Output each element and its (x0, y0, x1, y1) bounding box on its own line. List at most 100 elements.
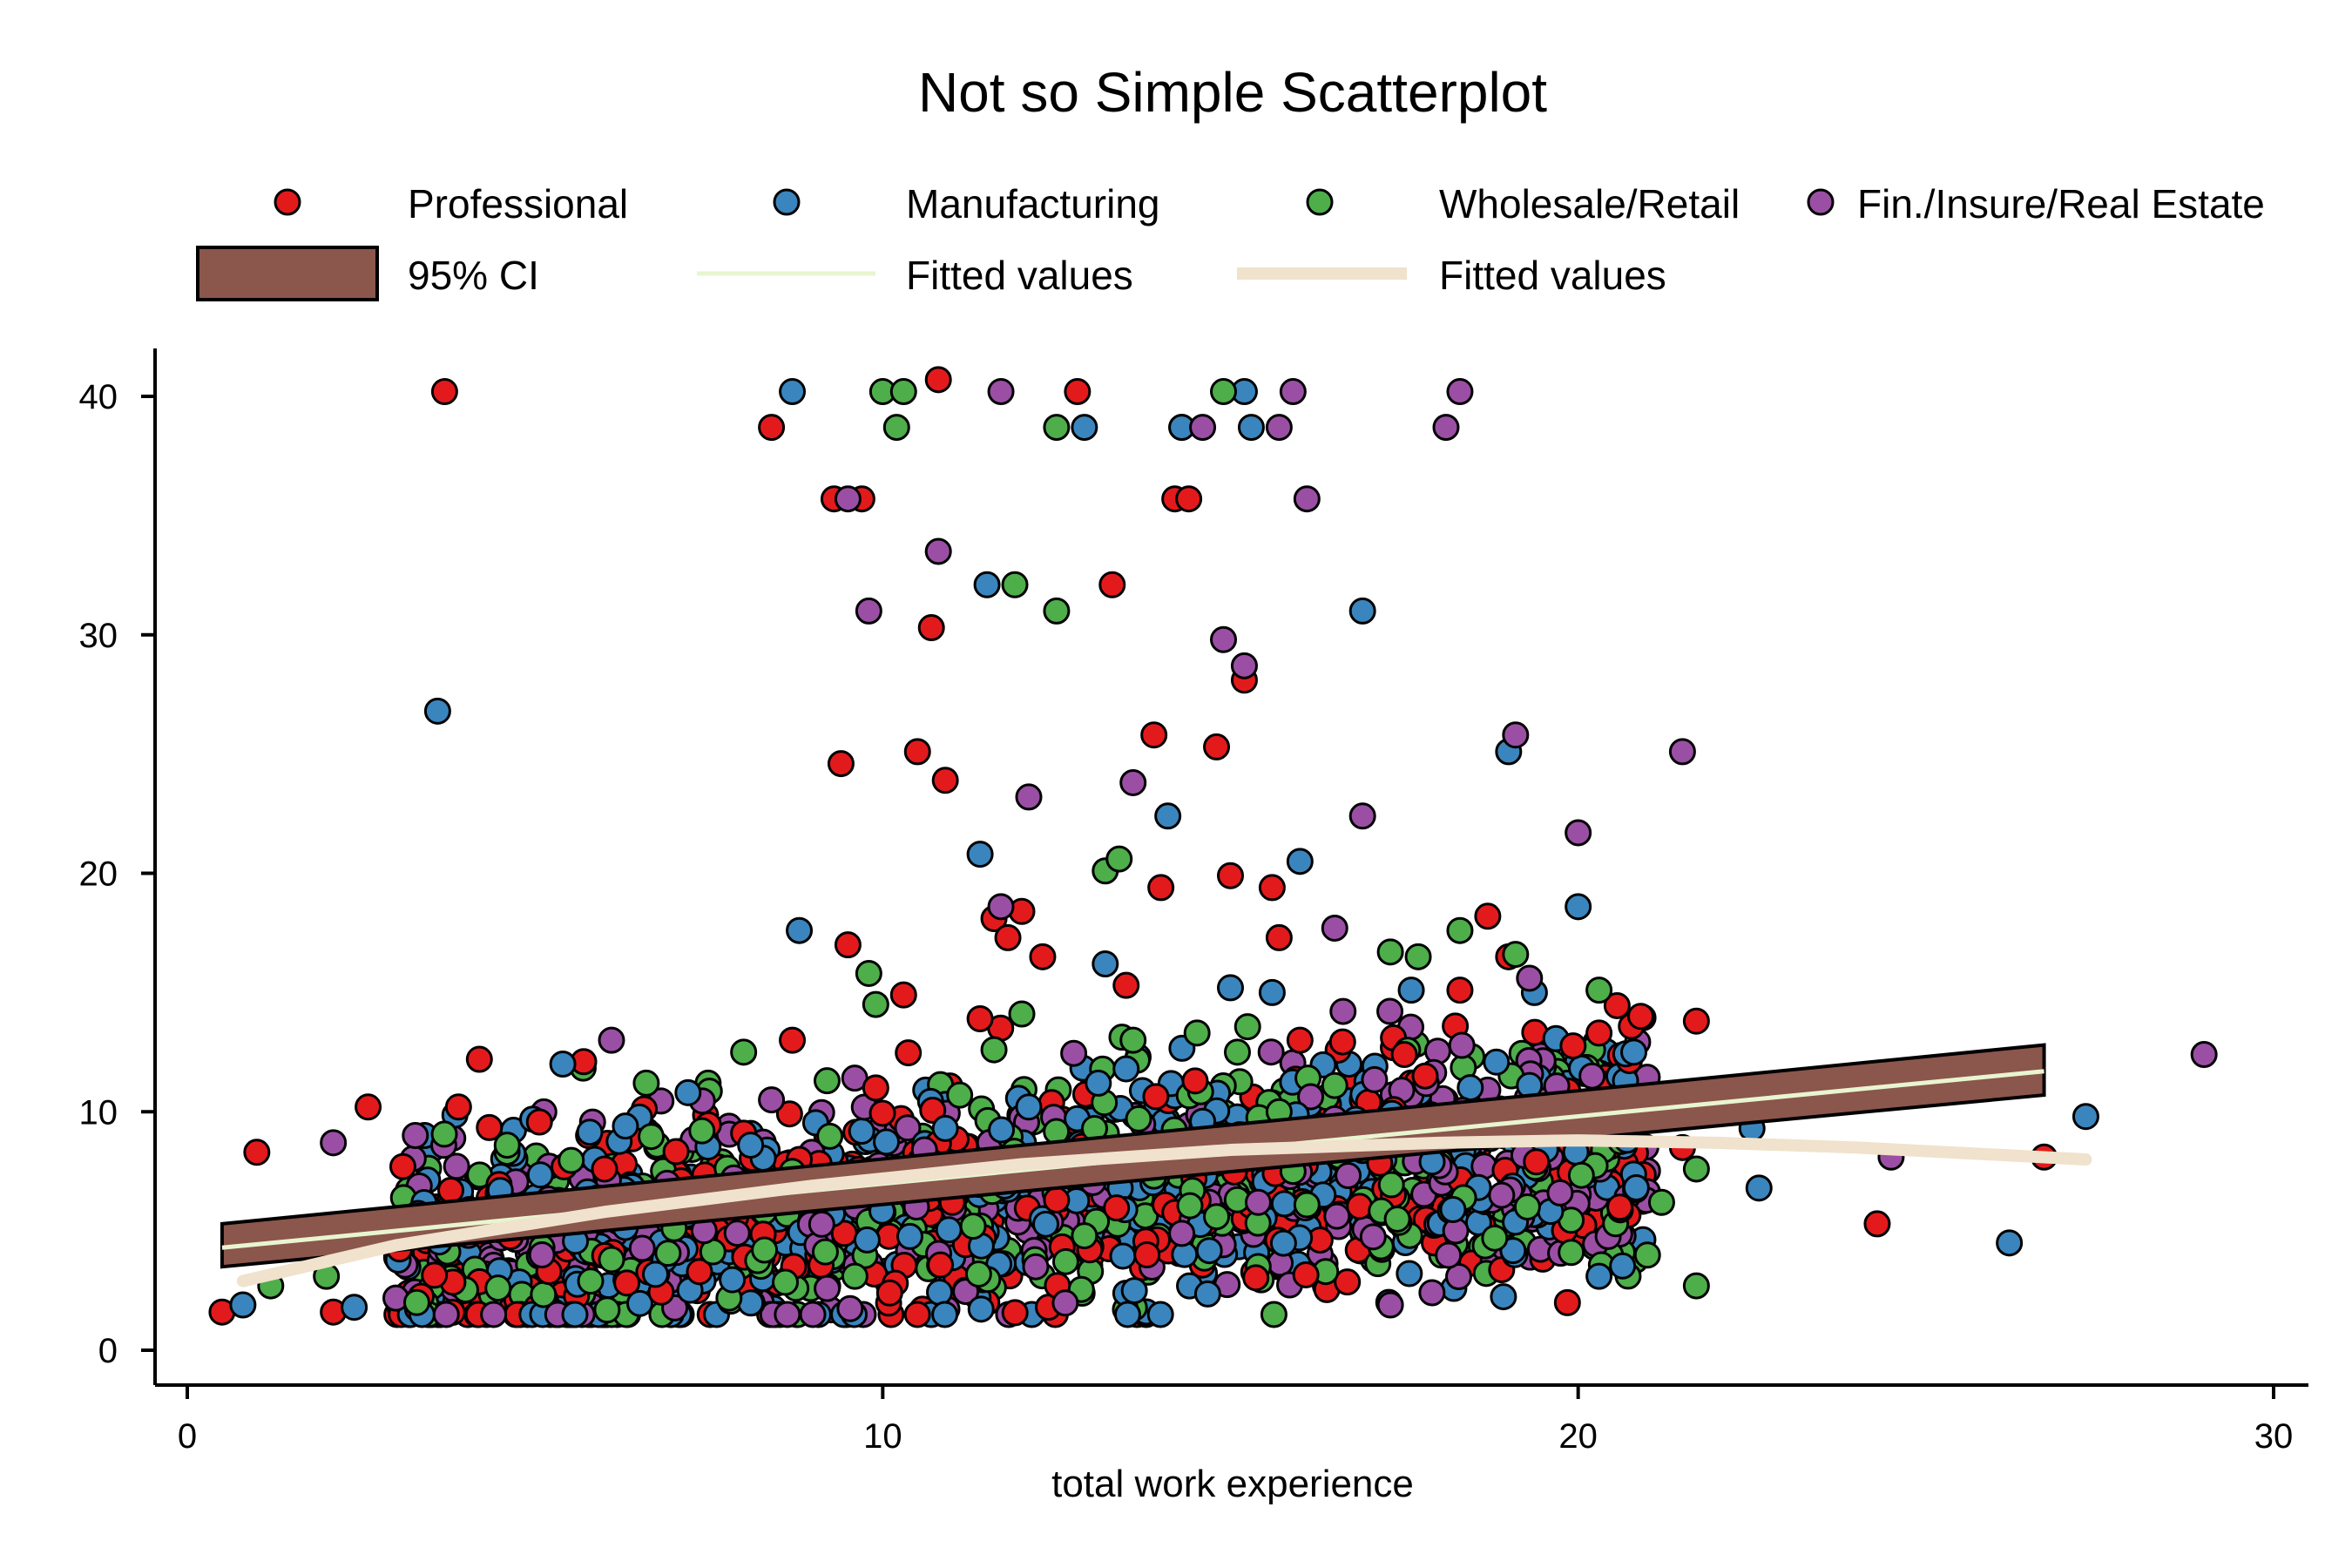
data-point (1567, 1161, 1595, 1189)
data-point (1043, 597, 1071, 625)
data-point (868, 1099, 896, 1127)
data-point (1203, 1203, 1231, 1231)
data-point (987, 378, 1015, 406)
data-point (1286, 1026, 1314, 1054)
data-point (1418, 1279, 1446, 1307)
data-point (1265, 414, 1293, 442)
data-point (841, 1262, 868, 1290)
data-point (1483, 1048, 1511, 1076)
quadratic-fit-line (236, 1134, 2092, 1288)
legend-label: Wholesale/Retail (1439, 181, 1740, 226)
data-point (813, 1067, 841, 1095)
data-point (1321, 1071, 1348, 1099)
data-point (1329, 997, 1357, 1025)
y-tick-label: 10 (79, 1093, 118, 1132)
data-point (1585, 977, 1613, 1004)
data-point (1445, 1263, 1473, 1291)
data-point (1335, 1162, 1362, 1190)
data-point (598, 1246, 625, 1274)
data-point (1585, 1262, 1613, 1290)
data-point (1513, 1193, 1541, 1220)
data-point (1195, 1237, 1223, 1265)
data-point (444, 1093, 472, 1121)
data-point (1558, 1239, 1585, 1267)
data-point (774, 1301, 801, 1328)
data-point (1029, 943, 1057, 970)
data-point (1346, 1193, 1374, 1220)
data-point (1439, 1195, 1467, 1223)
data-point (834, 485, 862, 513)
data-point (896, 1222, 923, 1250)
data-point (924, 537, 952, 565)
data-point (730, 1038, 758, 1066)
data-point (484, 1274, 512, 1302)
data-point (1270, 1190, 1298, 1218)
data-point (1189, 414, 1217, 442)
points-layer (208, 366, 2218, 1328)
data-point (1103, 1194, 1131, 1222)
data-point (654, 1240, 682, 1267)
x-axis-label: total work experience (1051, 1463, 1414, 1505)
data-point (1257, 1038, 1285, 1066)
data-point (1620, 1038, 1648, 1066)
data-point (688, 1117, 716, 1145)
data-point (1647, 1188, 1675, 1216)
data-point (1446, 378, 1474, 406)
data-point (816, 1122, 844, 1150)
data-point (719, 1266, 747, 1294)
data-point (903, 1301, 931, 1328)
data-point (1147, 874, 1175, 902)
data-point (432, 1301, 460, 1328)
data-point (528, 1241, 556, 1268)
data-point (1448, 1031, 1476, 1059)
data-point (1682, 1155, 1710, 1183)
data-point (1321, 914, 1348, 942)
data-point (2190, 1041, 2218, 1069)
y-tick-label: 40 (79, 378, 118, 416)
data-point (1293, 1191, 1321, 1219)
data-point (1376, 938, 1404, 966)
data-point (1578, 1062, 1606, 1090)
data-point (1286, 848, 1314, 875)
x-tick-label: 0 (178, 1417, 197, 1456)
data-point (1293, 485, 1321, 513)
data-point (1085, 1069, 1112, 1097)
plot-area (208, 366, 2218, 1328)
data-point (1237, 414, 1265, 442)
data-point (862, 990, 889, 1018)
data-point (924, 366, 952, 394)
data-point (1223, 1038, 1251, 1066)
data-point (1217, 862, 1244, 889)
data-point (632, 1069, 660, 1097)
data-point (1390, 1041, 1418, 1069)
data-point (987, 893, 1015, 921)
data-point (530, 1281, 558, 1308)
legend: Professional Manufacturing Wholesale/Retai… (196, 181, 2265, 301)
data-point (946, 1081, 974, 1109)
data-point (1258, 874, 1286, 902)
data-point (1230, 652, 1258, 679)
data-point (1051, 1289, 1079, 1317)
data-point (1627, 1003, 1655, 1031)
data-point (1546, 1179, 1574, 1206)
data-point (1359, 1223, 1387, 1251)
data-point (1176, 1192, 1204, 1220)
data-point (834, 931, 862, 959)
data-point (931, 767, 959, 794)
data-point (1109, 1242, 1137, 1270)
data-point (931, 1114, 959, 1142)
data-point (526, 1161, 554, 1189)
data-point (1105, 845, 1133, 873)
data-point (1377, 1171, 1405, 1199)
data-point (1603, 991, 1631, 1019)
data-point (1242, 1264, 1270, 1292)
y-tick-label: 30 (79, 617, 118, 655)
data-point (1682, 1007, 1710, 1035)
data-point (758, 414, 786, 442)
data-point (1098, 571, 1126, 598)
legend-marker (274, 188, 301, 216)
x-tick-label: 30 (2254, 1417, 2294, 1456)
data-point (525, 1108, 553, 1136)
legend-label: 95% CI (408, 253, 539, 298)
data-point (1490, 1283, 1517, 1311)
